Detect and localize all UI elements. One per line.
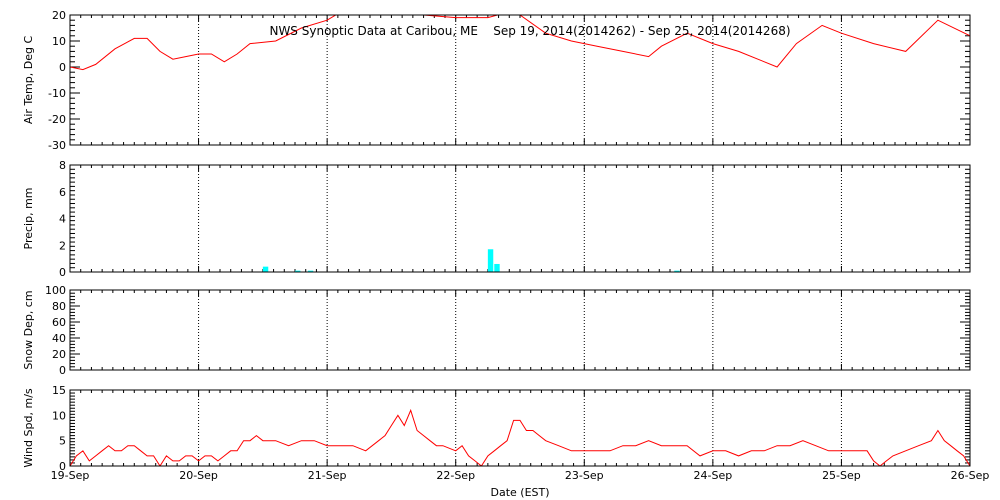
- y-tick-label: 10: [52, 35, 66, 48]
- x-tick-label: 23-Sep: [565, 469, 604, 482]
- precip-bar: [674, 270, 680, 272]
- y-tick-label: 10: [52, 409, 66, 422]
- y-axis-title: Precip, mm: [22, 188, 35, 250]
- y-tick-label: 8: [59, 159, 66, 172]
- precip-bar: [262, 266, 269, 272]
- precip-bar: [295, 270, 301, 272]
- y-tick-label: -30: [48, 139, 66, 152]
- y-axis-title: Snow Dep, cm: [22, 290, 35, 369]
- y-tick-label: 80: [52, 300, 66, 313]
- x-tick-label: 24-Sep: [694, 469, 733, 482]
- chart-panels: -30 -20 -10 0 10 20 Air Temp, Deg C 0 2 4 6 8 Precip…: [22, 9, 989, 482]
- y-axis-title: Wind Spd, m/s: [22, 388, 35, 468]
- y-tick-label: -10: [48, 87, 66, 100]
- y-tick-label: 0: [59, 460, 66, 473]
- panel-frame: [69, 389, 971, 467]
- y-tick-label: 0: [59, 266, 66, 279]
- y-tick-label: -20: [48, 113, 66, 126]
- y-tick-label: 15: [52, 384, 66, 397]
- panel-temp: -30 -20 -10 0 10 20 Air Temp, Deg C: [22, 9, 971, 152]
- y-tick-label: 4: [59, 213, 66, 226]
- precip-bar: [494, 263, 500, 272]
- precip-bar: [307, 270, 314, 272]
- panel-frame: [69, 164, 971, 273]
- x-tick-label: 22-Sep: [436, 469, 475, 482]
- panel-frame: [69, 289, 971, 371]
- y-tick-label: 20: [52, 9, 66, 22]
- y-tick-label: 2: [59, 239, 66, 252]
- y-tick-label: 100: [45, 284, 66, 297]
- panel-snow: 0 20 40 60 80 100 Snow Dep, cm: [22, 284, 971, 377]
- y-tick-label: 6: [59, 186, 66, 199]
- y-tick-label: 40: [52, 332, 66, 345]
- x-tick-label: 19-Sep: [51, 469, 90, 482]
- x-axis-title: Date (EST): [490, 486, 549, 499]
- y-axis-title: Air Temp, Deg C: [22, 36, 35, 125]
- x-tick-label: 25-Sep: [822, 469, 861, 482]
- series-line: [70, 408, 970, 466]
- panel-wind: 0 5 10 15 Wind Spd, m/s 19-Sep 20-Sep 21-Sep 22-…: [22, 384, 989, 482]
- series-line: [70, 15, 970, 71]
- chart-title: NWS Synoptic Data at Caribou, ME Sep 19,…: [269, 24, 790, 38]
- y-tick-label: 5: [59, 435, 66, 448]
- x-tick-label: 21-Sep: [308, 469, 347, 482]
- y-tick-label: 0: [59, 364, 66, 377]
- y-tick-label: 60: [52, 316, 66, 329]
- x-tick-label: 26-Sep: [951, 469, 990, 482]
- x-tick-label: 20-Sep: [179, 469, 218, 482]
- panel-precip: 0 2 4 6 8 Precip, mm: [22, 159, 971, 279]
- y-tick-label: 0: [59, 61, 66, 74]
- panel-frame: [69, 14, 971, 146]
- precip-bar: [487, 249, 494, 272]
- y-tick-label: 20: [52, 348, 66, 361]
